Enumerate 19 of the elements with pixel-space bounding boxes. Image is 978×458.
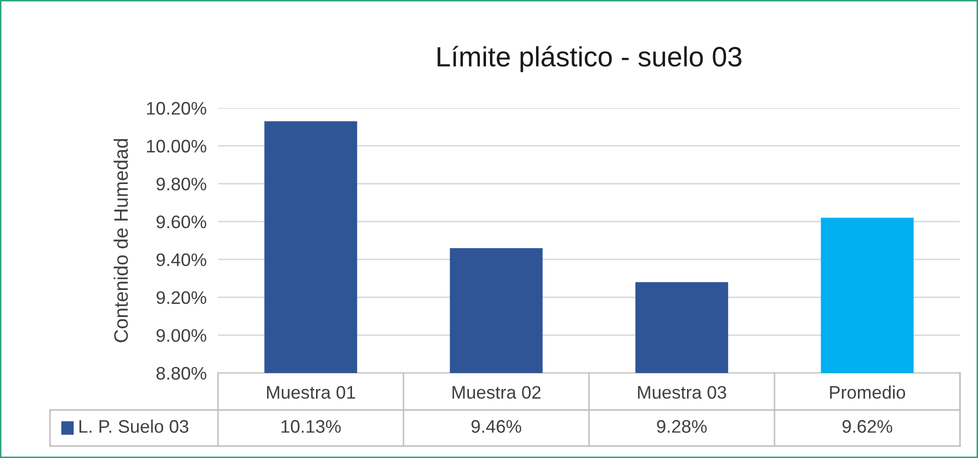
y-axis-title: Contenido de Humedad xyxy=(114,139,128,342)
x-tick-label: Muestra 01 xyxy=(267,386,356,399)
x-tick-label: Promedio xyxy=(830,386,906,399)
y-tick-label: 9.40% xyxy=(156,253,206,266)
y-tick-label: 10.20% xyxy=(147,102,206,115)
x-tick-label: Muestra 03 xyxy=(638,386,726,399)
data-label: 10.13% xyxy=(282,420,341,433)
y-tick-label: 9.00% xyxy=(156,329,206,342)
y-tick-label: 8.80% xyxy=(156,366,206,380)
y-tick-label: 9.80% xyxy=(156,178,206,190)
y-tick-label: 9.60% xyxy=(156,216,206,228)
y-tick-label: 9.20% xyxy=(156,291,206,304)
data-label: 9.28% xyxy=(657,420,707,433)
data-label: 9.62% xyxy=(842,420,892,433)
legend-label: L. P. Suelo 03 xyxy=(79,420,188,433)
data-label: 9.46% xyxy=(472,420,522,433)
chart-title: Límite plástico - suelo 03 xyxy=(438,46,742,72)
x-tick-label: Muestra 02 xyxy=(452,386,541,399)
y-tick-label: 10.00% xyxy=(147,140,206,153)
